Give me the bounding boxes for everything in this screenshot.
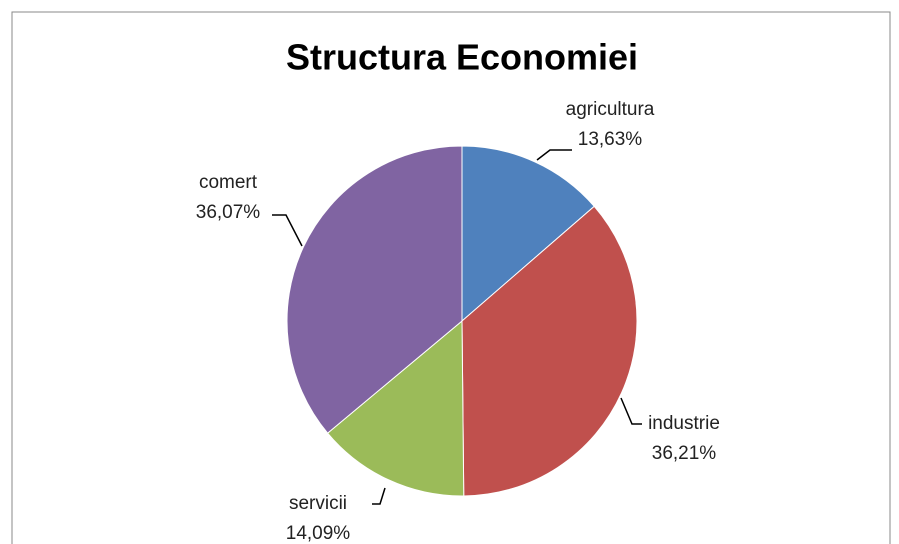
leader-line	[536, 149, 572, 161]
slice-value-label: 14,09%	[286, 523, 351, 544]
leader-line	[372, 487, 386, 505]
slice-label: servicii	[289, 493, 347, 514]
slice-value-label: 36,07%	[196, 202, 261, 223]
pie-slice	[461, 205, 638, 497]
pie-slice	[286, 145, 463, 434]
chart-title: Structura Economiei	[286, 37, 638, 78]
slice-value-label: 36,21%	[652, 443, 717, 464]
slice-label: comert	[199, 172, 258, 193]
leader-line	[272, 214, 303, 247]
leader-line	[620, 397, 642, 425]
pie-slice	[326, 319, 465, 497]
slice-label: industrie	[648, 413, 720, 434]
pie-slice	[461, 145, 595, 323]
slice-label: agricultura	[566, 99, 655, 120]
slice-value-label: 13,63%	[578, 129, 643, 150]
